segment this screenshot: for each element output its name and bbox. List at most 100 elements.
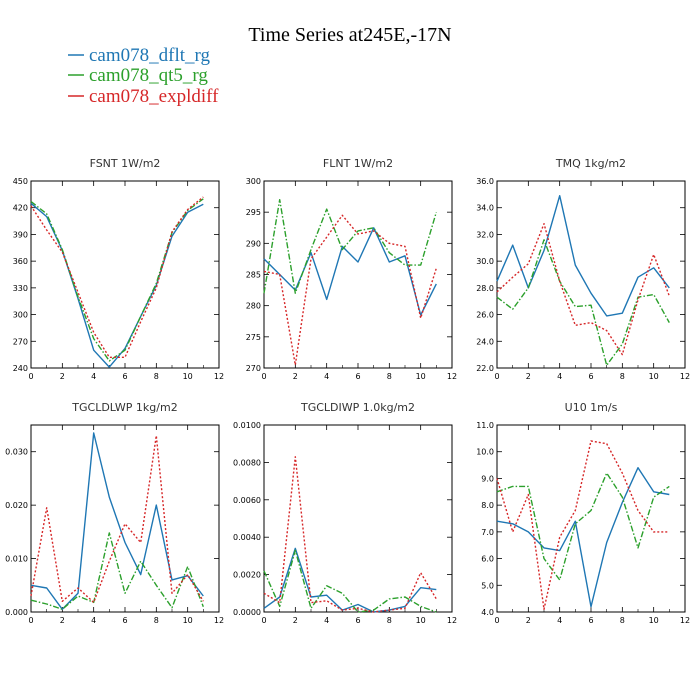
y-tick-label: 34.0 (476, 204, 494, 213)
y-tick-label: 0.0100 (233, 421, 261, 430)
x-tick-label: 0 (261, 372, 266, 381)
x-tick-label: 12 (680, 616, 690, 625)
y-tick-label: 300 (13, 311, 28, 320)
x-tick-label: 4 (91, 616, 96, 625)
y-tick-label: 0.0040 (233, 533, 261, 542)
y-tick-label: 275 (246, 333, 261, 342)
x-tick-label: 12 (447, 372, 457, 381)
x-tick-label: 10 (183, 616, 193, 625)
x-tick-label: 2 (60, 372, 65, 381)
chart-panel-4: TGCLDIWP 1.0kg/m2 0 2 4 6 8 10 12 0.0000 0.0020 0.… (233, 401, 457, 625)
x-tick-label: 0 (494, 372, 499, 381)
x-tick-label: 6 (355, 616, 360, 625)
series-line-cam078_expldiff (30, 435, 204, 604)
y-tick-label: 0.0020 (233, 571, 261, 580)
chart-panel-0: FSNT 1W/m2 0 2 4 6 8 10 12 240 270 300 330 360 390 420… (13, 157, 224, 381)
y-tick-label: 0.030 (5, 448, 28, 457)
x-tick-label: 12 (447, 616, 457, 625)
x-tick-label: 0 (28, 616, 33, 625)
x-tick-label: 6 (355, 372, 360, 381)
y-tick-label: 22.0 (476, 364, 494, 373)
x-tick-label: 8 (154, 616, 159, 625)
y-tick-label: 30.0 (476, 257, 494, 266)
x-tick-label: 8 (387, 616, 392, 625)
y-tick-label: 0.010 (5, 555, 28, 564)
y-tick-label: 0.000 (5, 608, 28, 617)
plot-frame (263, 424, 453, 613)
y-tick-label: 7.0 (481, 528, 494, 537)
y-tick-label: 32.0 (476, 230, 494, 239)
plot-frame (496, 180, 686, 369)
y-tick-label: 270 (246, 364, 261, 373)
y-tick-label: 9.0 (481, 474, 494, 483)
series-line-cam078_dflt_rg (263, 547, 437, 613)
plot-frame (263, 180, 453, 369)
panel-title: FSNT 1W/m2 (90, 157, 161, 170)
panel-title: TGCLDLWP 1kg/m2 (71, 401, 177, 414)
x-tick-label: 2 (526, 616, 531, 625)
y-tick-label: 8.0 (481, 501, 494, 510)
y-tick-label: 450 (13, 177, 28, 186)
x-tick-label: 12 (214, 616, 224, 625)
series-line-cam078_expldiff (496, 222, 670, 356)
legend-label-dflt: cam078_dflt_rg (89, 45, 211, 66)
y-tick-label: 10.0 (476, 448, 494, 457)
series-line-cam078_qt5_rg (30, 198, 204, 362)
series-line-cam078_qt5_rg (496, 239, 670, 366)
plot-frame (30, 424, 220, 613)
series-line-cam078_qt5_rg (496, 472, 670, 581)
y-tick-label: 0.0000 (233, 608, 261, 617)
x-tick-label: 6 (122, 372, 127, 381)
x-tick-label: 10 (649, 372, 659, 381)
x-tick-label: 8 (154, 372, 159, 381)
panel-title: TMQ 1kg/m2 (555, 157, 626, 170)
series-line-cam078_dflt_rg (496, 194, 670, 317)
x-tick-label: 6 (588, 616, 593, 625)
series-line-cam078_expldiff (263, 456, 437, 613)
x-tick-label: 4 (557, 616, 562, 625)
x-tick-label: 2 (60, 616, 65, 625)
panel-title: FLNT 1W/m2 (323, 157, 393, 170)
chart-panel-3: TGCLDLWP 1kg/m2 0 2 4 6 8 10 12 0.000 0.010 0.020 0… (5, 401, 224, 625)
series-line-cam078_dflt_rg (30, 202, 204, 368)
x-tick-label: 10 (649, 616, 659, 625)
x-tick-label: 8 (387, 372, 392, 381)
y-tick-label: 28.0 (476, 284, 494, 293)
x-tick-label: 6 (122, 616, 127, 625)
legend-label-expldiff: cam078_expldiff (89, 86, 219, 107)
legend-label-qt5: cam078_qt5_rg (89, 65, 208, 86)
plot-frame (30, 180, 220, 369)
x-tick-label: 6 (588, 372, 593, 381)
y-tick-label: 0.0080 (233, 458, 261, 467)
x-tick-label: 8 (620, 372, 625, 381)
x-tick-label: 2 (526, 372, 531, 381)
y-tick-label: 0.0060 (233, 496, 261, 505)
legend: cam078_dflt_rg cam078_qt5_rg cam078_expl… (68, 45, 219, 107)
x-tick-label: 4 (91, 372, 96, 381)
x-tick-label: 0 (28, 372, 33, 381)
x-tick-label: 8 (620, 616, 625, 625)
y-tick-label: 280 (246, 302, 261, 311)
series-line-cam078_qt5_rg (263, 549, 437, 613)
y-tick-label: 4.0 (481, 608, 494, 617)
x-tick-label: 12 (680, 372, 690, 381)
series-line-cam078_qt5_rg (30, 532, 204, 610)
x-tick-label: 0 (261, 616, 266, 625)
series-line-cam078_expldiff (496, 440, 670, 610)
chart-panel-1: FLNT 1W/m2 0 2 4 6 8 10 12 270 275 280 285 290 295 300 (246, 157, 457, 381)
x-tick-label: 12 (214, 372, 224, 381)
y-tick-label: 0.020 (5, 501, 28, 510)
y-tick-label: 295 (246, 208, 261, 217)
y-tick-label: 11.0 (476, 421, 494, 430)
x-tick-label: 10 (416, 616, 426, 625)
y-tick-label: 360 (13, 257, 28, 266)
y-tick-label: 6.0 (481, 555, 494, 564)
y-tick-label: 36.0 (476, 177, 494, 186)
y-tick-label: 390 (13, 230, 28, 239)
y-tick-label: 5.0 (481, 581, 494, 590)
y-tick-label: 24.0 (476, 337, 494, 346)
y-tick-label: 285 (246, 271, 261, 280)
x-tick-label: 0 (494, 616, 499, 625)
x-tick-label: 4 (324, 616, 329, 625)
